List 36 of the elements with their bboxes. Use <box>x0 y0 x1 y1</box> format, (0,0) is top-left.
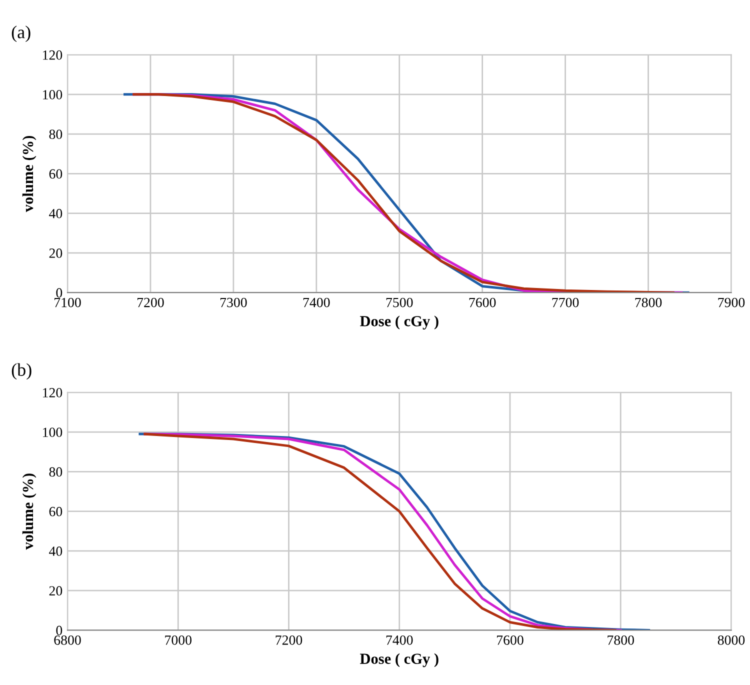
x-tick-label: 7100 <box>54 298 81 308</box>
y-tick-label: 120 <box>43 388 62 398</box>
x-tick-label: 7900 <box>718 298 745 308</box>
x-tick-label: 7800 <box>635 298 662 308</box>
y-tick-label: 100 <box>43 428 62 438</box>
y-tick-label: 40 <box>49 546 62 556</box>
y-tick-label: 80 <box>49 467 62 477</box>
y-tick-label: 60 <box>49 169 62 179</box>
x-tick-label: 7600 <box>497 635 524 645</box>
x-tick-label: 8000 <box>718 635 745 645</box>
x-tick-label: 7200 <box>137 298 164 308</box>
y-tick-label: 20 <box>49 586 62 596</box>
x-axis-title: Dose ( cGy ) <box>360 653 438 668</box>
y-tick-label: 120 <box>43 50 62 60</box>
y-axis-title: volume (%) <box>22 136 36 212</box>
x-tick-label: 7600 <box>469 298 496 308</box>
x-tick-label: 7000 <box>165 635 192 645</box>
y-tick-label: 40 <box>49 208 62 218</box>
chart-title: (b) <box>12 363 32 380</box>
x-axis-title: Dose ( cGy ) <box>360 316 438 330</box>
x-tick-label: 6800 <box>54 635 81 645</box>
x-tick-label: 7400 <box>303 298 330 308</box>
x-tick-label: 7700 <box>552 298 579 308</box>
y-axis-title: volume (%) <box>22 474 36 550</box>
x-tick-label: 7400 <box>386 635 413 645</box>
x-tick-label: 7500 <box>386 298 413 308</box>
y-tick-label: 100 <box>43 90 62 100</box>
x-tick-label: 7300 <box>220 298 247 308</box>
y-tick-label: 60 <box>49 506 62 516</box>
y-tick-label: 80 <box>49 130 62 140</box>
x-tick-label: 7800 <box>608 635 634 645</box>
x-tick-label: 7200 <box>276 635 302 645</box>
y-tick-label: 20 <box>49 248 62 258</box>
y-tick-label: 0 <box>56 626 62 636</box>
chart-title: (a) <box>12 26 30 42</box>
y-tick-label: 0 <box>56 288 62 298</box>
